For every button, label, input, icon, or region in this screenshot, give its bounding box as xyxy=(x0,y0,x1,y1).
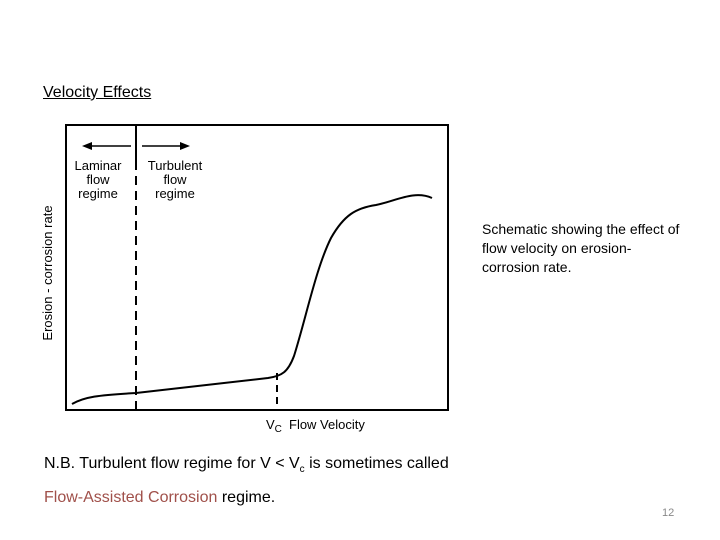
slide-title: Velocity Effects xyxy=(43,84,152,101)
turbulent-label-line-3: regime xyxy=(155,186,195,201)
laminar-label-line-1: Laminar xyxy=(75,158,123,173)
laminar-label-line-3: regime xyxy=(78,186,118,201)
erosion-corrosion-figure: Laminar flow regime Turbulent flow regim… xyxy=(40,124,449,435)
turbulent-arrowhead xyxy=(180,142,190,150)
x-axis-label: Flow Velocity xyxy=(289,417,365,432)
note-text: N.B. Turbulent flow regime for V < Vc is… xyxy=(44,450,449,512)
note-suffix: regime. xyxy=(217,489,276,507)
note-subscript: c xyxy=(299,464,305,476)
turbulent-label-line-2: flow xyxy=(163,172,187,187)
y-axis-label: Erosion - corrosion rate xyxy=(40,205,55,340)
note-highlight: Flow-Assisted Corrosion xyxy=(44,489,218,507)
page-number: 12 xyxy=(662,507,675,519)
turbulent-label-line-1: Turbulent xyxy=(148,158,203,173)
erosion-rate-curve xyxy=(71,194,433,405)
laminar-arrowhead xyxy=(82,142,92,150)
laminar-label-line-2: flow xyxy=(86,172,110,187)
note-middle: is sometimes called xyxy=(304,455,449,472)
note-prefix: N.B. Turbulent flow regime for V < V xyxy=(44,455,300,472)
figure-caption: Schematic showing the effect of flow vel… xyxy=(482,221,680,275)
vc-label: VC xyxy=(266,417,282,435)
plot-frame xyxy=(65,124,449,411)
